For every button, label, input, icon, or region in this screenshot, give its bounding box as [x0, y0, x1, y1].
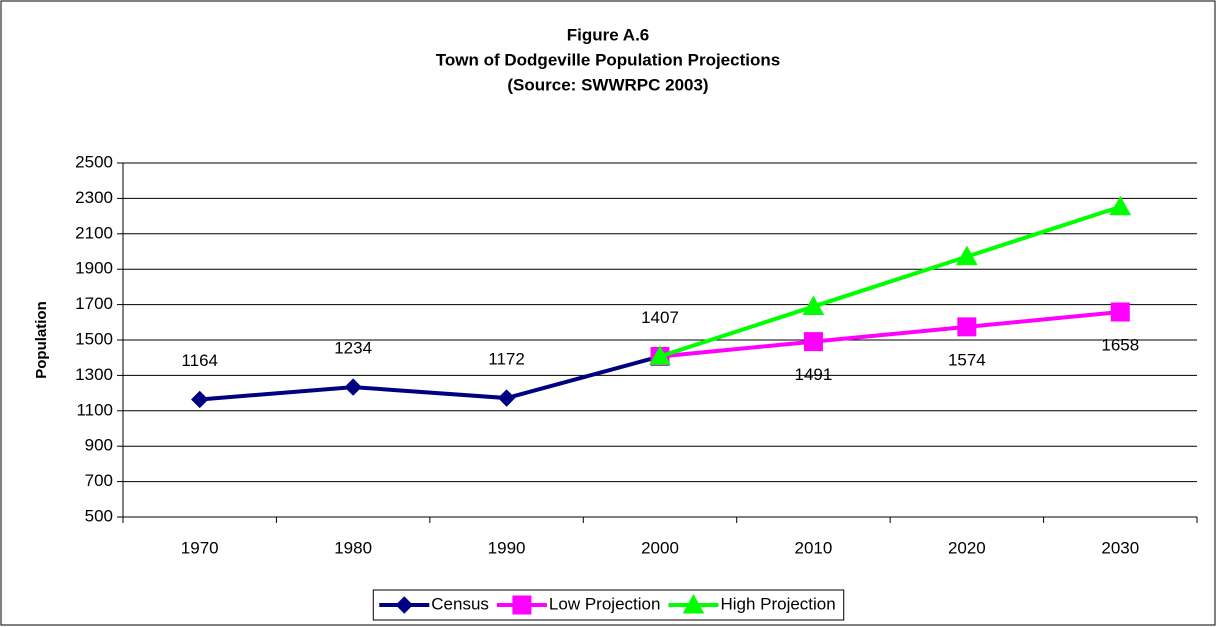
data-label: 1234 — [334, 339, 372, 358]
x-tick-label: 1970 — [181, 538, 219, 557]
marker — [682, 593, 705, 614]
y-tick-label: 1500 — [75, 329, 113, 348]
data-label: 1491 — [795, 365, 833, 384]
y-tick-label: 900 — [85, 436, 113, 455]
x-tick-label: 2010 — [795, 538, 833, 557]
marker — [956, 245, 978, 266]
marker — [497, 389, 516, 407]
y-tick-label: 700 — [85, 471, 113, 490]
marker — [1109, 195, 1132, 216]
chart-title: Town of Dodgeville Population Projection… — [436, 50, 780, 69]
marker — [802, 295, 825, 316]
data-label: 1574 — [948, 350, 986, 369]
y-tick-label: 500 — [85, 506, 113, 525]
legend-label: Census — [431, 594, 489, 613]
marker — [395, 596, 413, 614]
y-tick-label: 1300 — [75, 365, 113, 384]
x-tick-label: 1980 — [334, 538, 372, 557]
marker — [803, 332, 823, 352]
chart-title: (Source: SWWRPC 2003) — [507, 75, 708, 94]
legend: Census Low Projection High Projection — [372, 589, 845, 621]
x-tick-label: 2030 — [1101, 538, 1139, 557]
y-tick-label: 1900 — [75, 259, 113, 278]
legend-label: High Projection — [720, 594, 835, 613]
series-line — [659, 310, 1121, 359]
legend-label: Low Projection — [549, 594, 661, 613]
marker — [649, 345, 671, 365]
data-label: 1407 — [641, 308, 679, 327]
legend-box — [372, 589, 845, 621]
y-tick-label: 1100 — [76, 400, 113, 419]
marker — [1110, 302, 1130, 322]
data-label: 1164 — [181, 351, 218, 370]
data-label: 1658 — [1101, 336, 1139, 355]
marker — [191, 390, 209, 409]
x-tick-label: 1990 — [488, 538, 526, 557]
y-tick-label: 2500 — [75, 152, 113, 171]
marker — [512, 595, 532, 615]
series-line — [199, 354, 661, 402]
y-tick-label: 2100 — [75, 223, 113, 242]
series-line — [659, 204, 1121, 359]
y-axis-label: Population — [33, 301, 50, 379]
y-tick-label: 1700 — [75, 294, 113, 313]
x-tick-label: 2000 — [641, 538, 679, 557]
marker — [344, 378, 362, 396]
y-tick-label: 2300 — [75, 188, 113, 207]
data-label: 1172 — [488, 350, 525, 369]
marker — [957, 317, 977, 337]
x-tick-label: 2020 — [948, 538, 986, 557]
chart-title: Figure A.6 — [567, 25, 650, 44]
